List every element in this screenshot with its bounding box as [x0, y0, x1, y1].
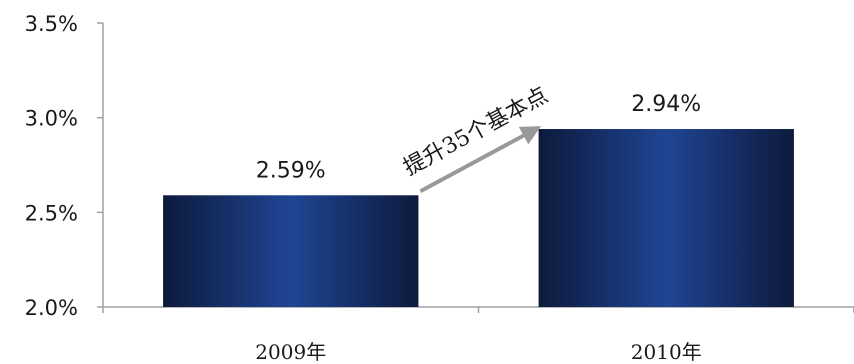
data-label: 2.59%	[256, 158, 326, 183]
bar	[163, 195, 419, 307]
data-labels: 2.59% 2.94%	[256, 92, 701, 183]
annotation: 提升35个基本点	[400, 83, 552, 194]
data-label: 2.94%	[631, 92, 701, 117]
y-tick-label: 3.0%	[25, 107, 78, 131]
x-axis: 2009年 2010年	[102, 306, 854, 364]
x-tick-label: 2010年	[631, 340, 702, 364]
y-axis: 2.0% 2.5% 3.0% 3.5%	[25, 12, 104, 320]
bar	[538, 129, 794, 307]
x-tick-label: 2009年	[255, 340, 326, 364]
y-tick-label: 2.5%	[25, 201, 78, 225]
increase-arrow	[419, 126, 542, 194]
y-tick-label: 3.5%	[25, 12, 78, 36]
y-tick-label: 2.0%	[25, 296, 78, 320]
bars	[163, 129, 794, 307]
